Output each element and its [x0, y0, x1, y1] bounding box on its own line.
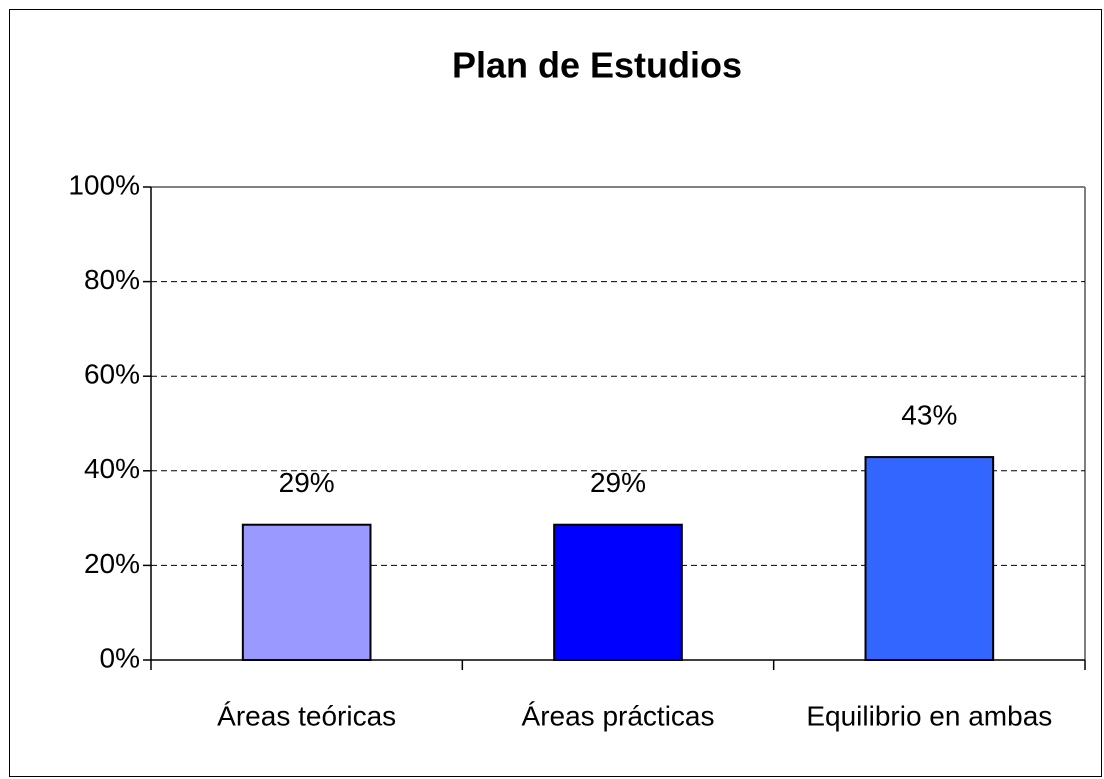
bar [864, 456, 995, 662]
data-label: 43% [901, 399, 957, 430]
y-tick-label: 20% [84, 548, 140, 579]
data-label: 29% [279, 467, 335, 498]
y-tick-label: 40% [84, 453, 140, 484]
y-tick-label: 60% [84, 359, 140, 390]
y-tick-label: 0% [100, 642, 140, 673]
bar [241, 523, 372, 661]
y-tick-label: 100% [68, 169, 140, 200]
x-tick-label: Áreas teóricas [217, 700, 396, 731]
y-tick-label: 80% [84, 264, 140, 295]
data-label: 29% [590, 467, 646, 498]
chart-title: Plan de Estudios [452, 45, 742, 86]
bar [553, 523, 683, 661]
chart-border [9, 9, 1102, 777]
x-tick-label: Equilibrio en ambas [806, 700, 1052, 731]
x-tick-label: Áreas prácticas [522, 700, 715, 731]
